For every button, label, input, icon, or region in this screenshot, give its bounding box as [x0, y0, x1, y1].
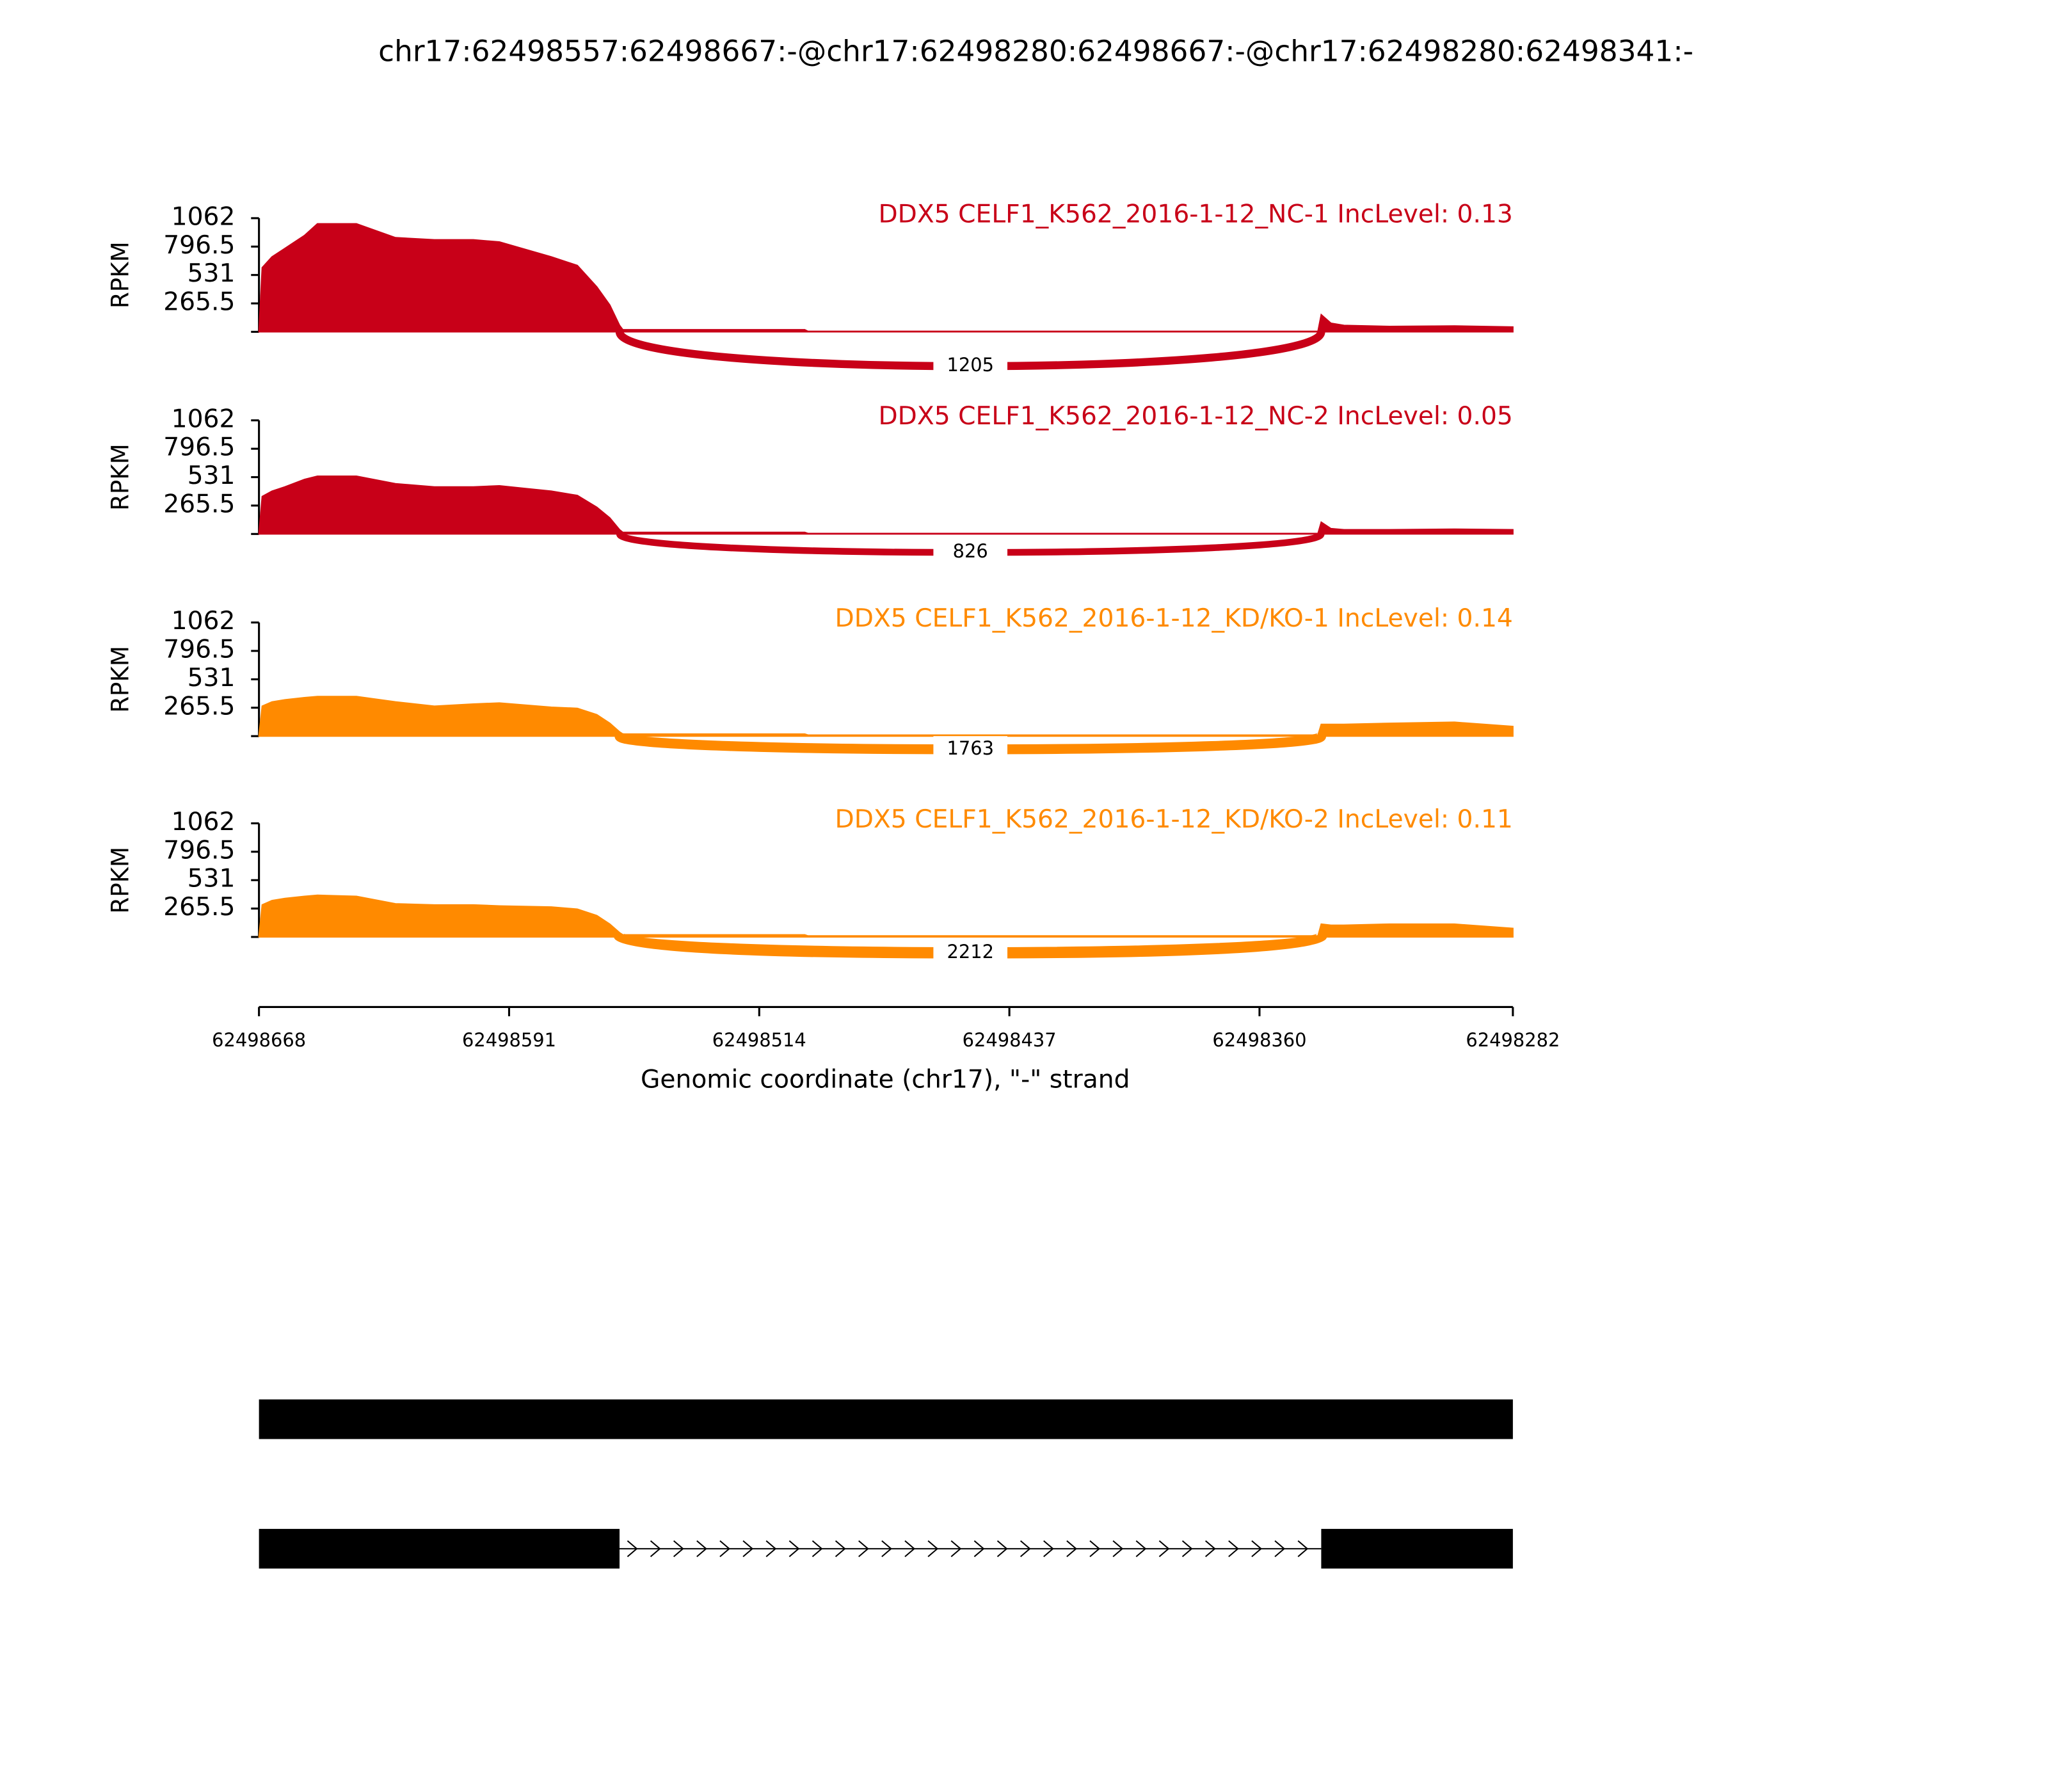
y-tick-label: 265.5: [163, 490, 235, 518]
strand-arrow: [696, 1540, 707, 1558]
coverage-area: [258, 223, 1514, 333]
y-tick-label: 531: [188, 259, 236, 288]
strand-arrow: [742, 1540, 754, 1558]
strand-arrow: [1089, 1540, 1101, 1558]
coverage-area: [258, 894, 1514, 938]
strand-arrow: [950, 1540, 962, 1558]
strand-arrow: [1181, 1540, 1193, 1558]
strand-arrow: [1228, 1540, 1239, 1558]
strand-arrow: [1251, 1540, 1262, 1558]
strand-arrow: [927, 1540, 939, 1558]
strand-arrow: [973, 1540, 985, 1558]
x-axis-label: Genomic coordinate (chr17), "-" strand: [641, 1066, 1130, 1094]
exon: [1321, 1528, 1513, 1569]
y-tick-label: 531: [188, 664, 236, 692]
junction-label-box: [933, 940, 1008, 966]
strand-arrow: [1020, 1540, 1031, 1558]
junction-label: 2212: [947, 941, 994, 963]
y-axis-label: RPKM: [106, 241, 134, 308]
strand-arrow: [1066, 1540, 1077, 1558]
strand-arrow: [881, 1540, 892, 1558]
x-tick-label: 62498591: [462, 1029, 556, 1051]
strand-arrow: [1135, 1540, 1147, 1558]
y-tick-label: 265.5: [163, 692, 235, 721]
strand-arrow: [812, 1540, 823, 1558]
y-axis-label: RPKM: [106, 444, 134, 511]
strand-arrow: [627, 1540, 638, 1558]
strand-arrow: [673, 1540, 684, 1558]
y-tick-label: 531: [188, 865, 236, 893]
x-tick-label: 62498668: [212, 1029, 306, 1051]
y-tick-label: 1062: [172, 808, 236, 836]
y-tick-label: 796.5: [163, 636, 235, 664]
coverage-area: [258, 476, 1514, 535]
junction-label-box: [933, 539, 1008, 566]
strand-arrow: [1204, 1540, 1216, 1558]
y-tick-label: 265.5: [163, 288, 235, 317]
panel-label: DDX5 CELF1_K562_2016-1-12_KD/KO-1 IncLev…: [835, 604, 1513, 633]
x-tick-label: 62498437: [963, 1029, 1057, 1051]
y-tick-label: 531: [188, 461, 236, 490]
y-tick-label: 265.5: [163, 893, 235, 922]
panel-label: DDX5 CELF1_K562_2016-1-12_NC-2 IncLevel:…: [878, 402, 1512, 431]
y-tick-label: 1062: [172, 607, 236, 636]
y-tick-label: 796.5: [163, 836, 235, 865]
junction-label-box: [933, 736, 1008, 763]
strand-arrow: [858, 1540, 869, 1558]
y-axis-label: RPKM: [106, 847, 134, 914]
strand-arrow: [1297, 1540, 1309, 1558]
x-tick-label: 62498360: [1212, 1029, 1306, 1051]
exon: [259, 1528, 620, 1569]
y-axis-label: RPKM: [106, 646, 134, 713]
y-tick-label: 796.5: [163, 433, 235, 462]
junction-label-box: [933, 353, 1008, 380]
panel-label: DDX5 CELF1_K562_2016-1-12_NC-1 IncLevel:…: [878, 200, 1512, 228]
x-tick-label: 62498282: [1466, 1029, 1560, 1051]
x-tick-label: 62498514: [712, 1029, 806, 1051]
exon: [259, 1399, 1513, 1439]
strand-arrow: [1043, 1540, 1054, 1558]
strand-arrow: [650, 1540, 661, 1558]
panel-label: DDX5 CELF1_K562_2016-1-12_KD/KO-2 IncLev…: [835, 805, 1513, 834]
chart-title: chr17:62498557:62498667:-@chr17:62498280…: [378, 34, 1693, 68]
strand-arrow: [719, 1540, 730, 1558]
junction-label: 1763: [947, 737, 994, 759]
strand-arrow: [1274, 1540, 1286, 1558]
y-tick-label: 1062: [172, 404, 236, 433]
strand-arrow: [1112, 1540, 1124, 1558]
strand-arrow: [835, 1540, 846, 1558]
y-tick-label: 1062: [172, 202, 236, 231]
strand-arrow: [1158, 1540, 1170, 1558]
strand-arrow: [996, 1540, 1008, 1558]
y-tick-label: 796.5: [163, 231, 235, 260]
strand-arrow: [904, 1540, 916, 1558]
strand-arrow: [765, 1540, 777, 1558]
junction-label: 826: [953, 540, 988, 562]
junction-label: 1205: [947, 354, 994, 376]
strand-arrow: [788, 1540, 800, 1558]
coverage-area: [258, 696, 1514, 737]
